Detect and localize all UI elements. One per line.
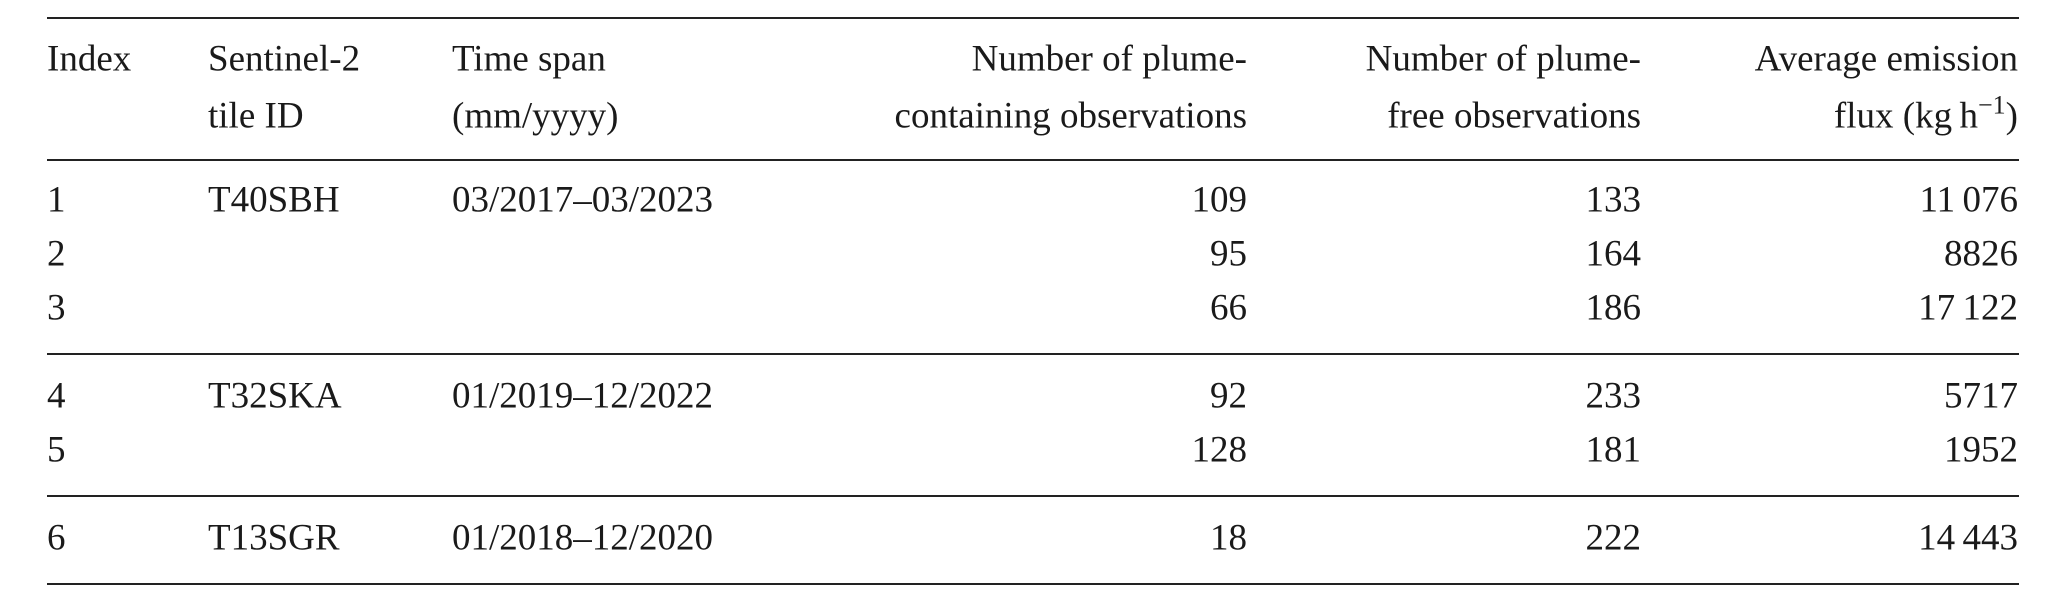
header-cell: free observations	[1387, 98, 1641, 135]
table-cell: 133	[1585, 179, 1642, 221]
table-cell: 17 122	[1918, 287, 2018, 329]
table-cell: 1	[47, 179, 66, 221]
table-cell: 164	[1585, 233, 1642, 275]
table-cell: 109	[1191, 179, 1248, 221]
header-text: Number of plume-	[1365, 38, 1641, 80]
header-cell: Sentinel-2	[208, 41, 360, 78]
table-cell: 186	[1585, 287, 1642, 329]
table-cell: T40SBH	[208, 179, 340, 221]
header-text: flux (kg h	[1833, 95, 1978, 137]
header-cell: Time span	[452, 41, 606, 78]
table-cell: 03/2017–03/2023	[452, 179, 714, 221]
header-text: Index	[47, 38, 132, 80]
header-cell: Number of plume-	[1366, 41, 1641, 78]
table-cell: 1952	[1944, 429, 2018, 471]
table-cell: 95	[1210, 233, 1247, 275]
table-cell: T13SGR	[208, 517, 340, 559]
header-text: Average emission	[1754, 38, 2018, 80]
table-cell: 181	[1585, 429, 1642, 471]
table-cell: 4	[47, 375, 66, 417]
table-cell: 5717	[1944, 375, 2018, 417]
header-text: tile ID	[208, 95, 304, 137]
table-cell: 14 443	[1918, 517, 2018, 559]
table-cell: 8826	[1944, 233, 2018, 275]
header-text: Time span	[452, 38, 606, 80]
table-cell: 66	[1210, 287, 1247, 329]
header-cell: Number of plume-	[972, 41, 1247, 78]
header-cell: containing observations	[895, 98, 1247, 135]
table-rule	[47, 495, 2019, 497]
table-cell: 6	[47, 517, 66, 559]
header-text: (mm/yyyy)	[452, 95, 619, 137]
table-rule	[47, 17, 2019, 19]
table-cell: 233	[1585, 375, 1642, 417]
header-text: )	[2005, 95, 2018, 137]
header-cell: flux (kg h−1)	[1833, 92, 2018, 137]
header-cell: Average emission	[1755, 41, 2018, 78]
table-cell: 92	[1210, 375, 1247, 417]
table-rule	[47, 583, 2019, 585]
header-superscript: −1	[1978, 90, 2006, 120]
table-rule	[47, 353, 2019, 355]
table-cell: 01/2018–12/2020	[452, 517, 714, 559]
header-text: containing observations	[894, 95, 1247, 137]
table-cell: T32SKA	[208, 375, 342, 417]
table-cell: 222	[1585, 517, 1642, 559]
header-text: free observations	[1387, 95, 1641, 137]
header-text: Sentinel-2	[208, 38, 361, 80]
table-rule	[47, 159, 2019, 161]
table-cell: 3	[47, 287, 66, 329]
table-cell: 2	[47, 233, 66, 275]
table-cell: 128	[1191, 429, 1248, 471]
table-cell: 01/2019–12/2022	[452, 375, 714, 417]
header-cell: (mm/yyyy)	[452, 98, 618, 135]
table-cell: 18	[1210, 517, 1247, 559]
table-cell: 5	[47, 429, 66, 471]
table-cell: 11 076	[1919, 179, 2018, 221]
header-cell: tile ID	[208, 98, 304, 135]
header-cell: Index	[47, 41, 131, 78]
header-text: Number of plume-	[971, 38, 1247, 80]
